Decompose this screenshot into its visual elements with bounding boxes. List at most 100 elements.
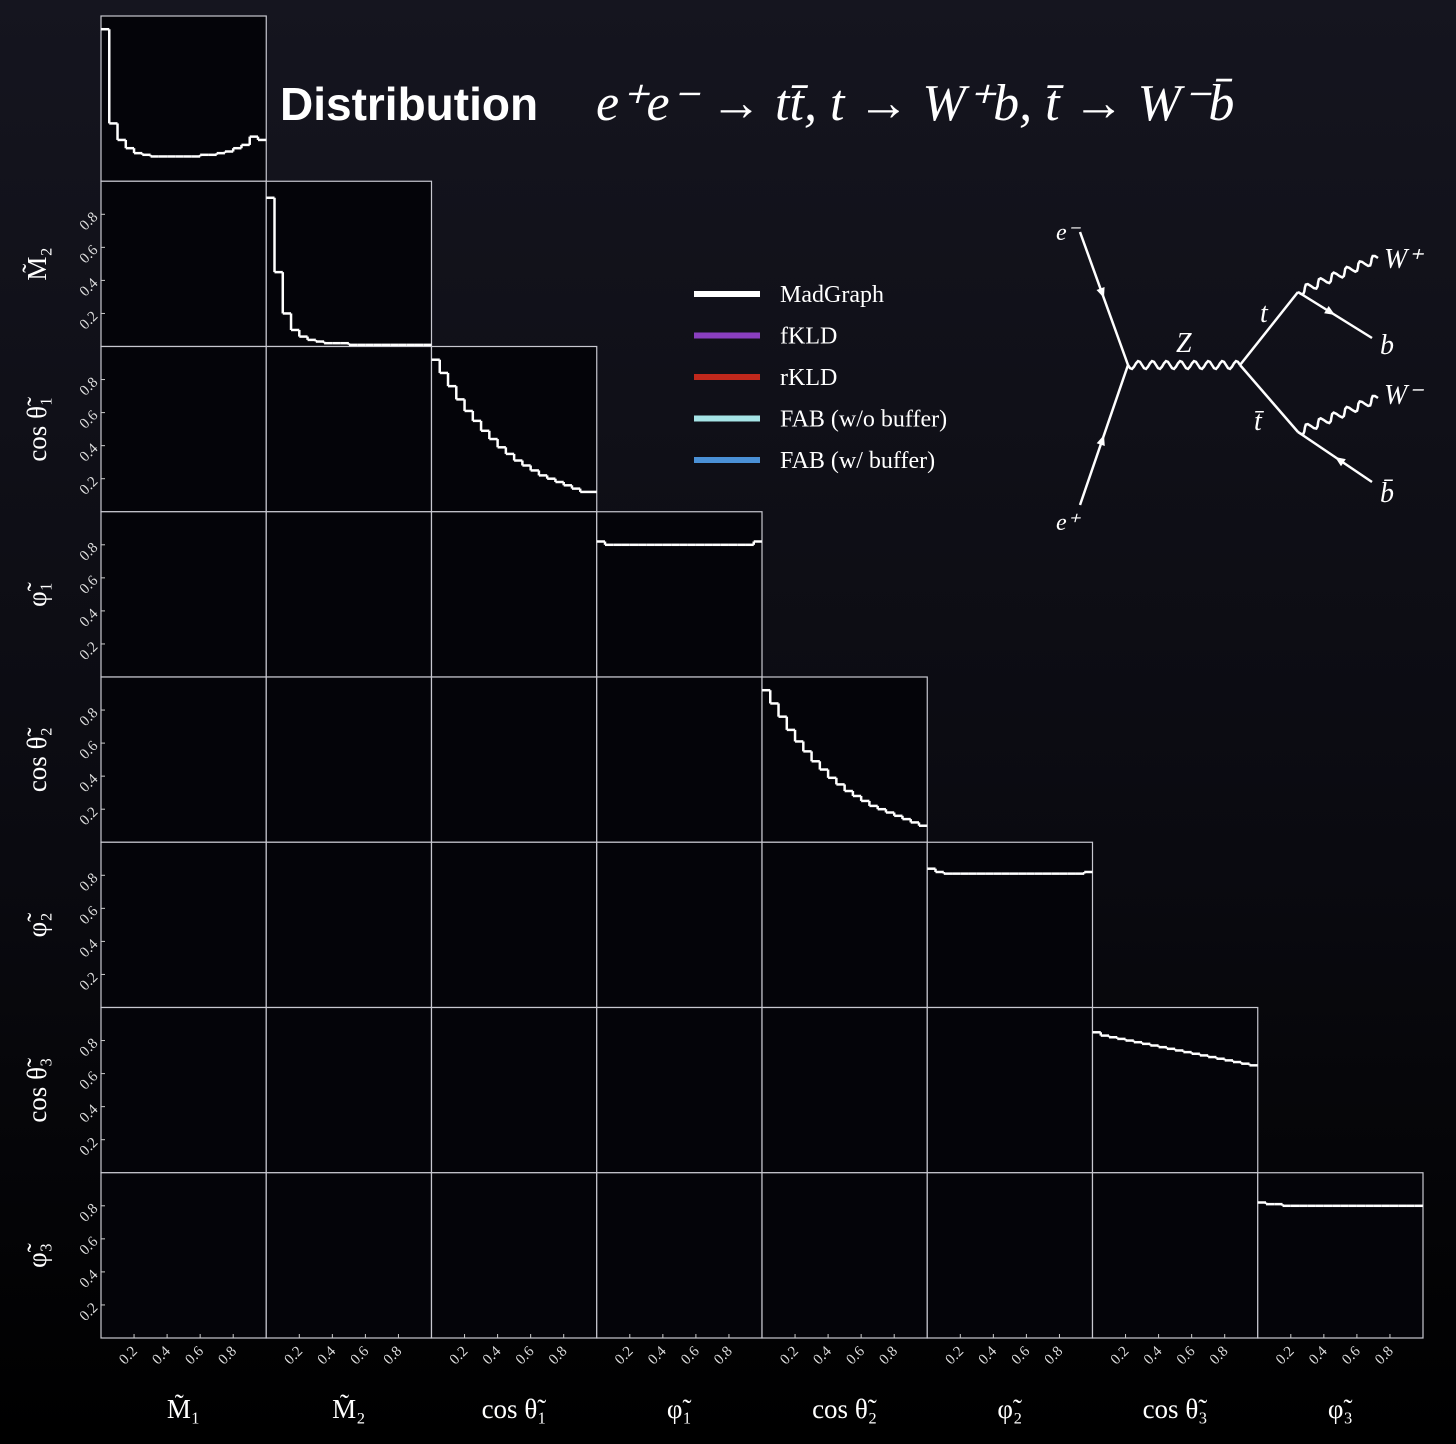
x-axis-label: cos θ̃₃ (1143, 1394, 1208, 1424)
panel (926, 1172, 1094, 1339)
x-tick-label: 0.4 (645, 1343, 670, 1368)
y-tick-label: 0.8 (77, 1036, 102, 1061)
y-axis-label: φ̃₃ (22, 1243, 52, 1268)
y-tick-label: 0.6 (77, 407, 102, 432)
x-tick-label: 0.8 (876, 1344, 901, 1369)
panel (100, 511, 267, 678)
y-tick-label: 0.8 (77, 540, 102, 565)
panel (596, 676, 763, 843)
y-axis-label: φ̃₂ (22, 912, 52, 937)
y-tick-label: 0.2 (77, 309, 102, 334)
x-tick-label: 0.8 (215, 1344, 240, 1369)
y-tick-label: 0.4 (77, 1101, 102, 1126)
chart-title-math: e⁺e⁻ → tt̄, t → W⁺b, t̄ → W⁻b̄ (596, 75, 1234, 132)
x-tick-label: 0.2 (282, 1344, 307, 1369)
boson-line (1126, 359, 1242, 371)
x-tick-label: 0.4 (315, 1343, 340, 1368)
feynman-diagram (1078, 231, 1379, 506)
panel (100, 841, 267, 1009)
y-tick-label: 0.8 (77, 375, 102, 400)
x-axis-label: φ̃₂ (997, 1394, 1022, 1424)
x-tick-label: 0.4 (810, 1343, 835, 1368)
particle-label: t (1260, 298, 1269, 329)
x-tick-label: 0.8 (1042, 1344, 1067, 1369)
arrow-head (1335, 457, 1346, 467)
y-tick-label: 0.2 (77, 1300, 102, 1325)
panel (265, 841, 433, 1009)
particle-label: b̄ (1380, 478, 1394, 509)
fermion-line (1078, 231, 1130, 366)
legend-label: fKLD (780, 324, 837, 350)
y-tick-label: 0.8 (77, 705, 102, 730)
y-tick-label: 0.4 (77, 606, 102, 631)
panel (1257, 1172, 1424, 1339)
y-tick-label: 0.6 (77, 242, 102, 267)
x-tick-label: 0.6 (182, 1343, 207, 1368)
arrow-head (1324, 306, 1335, 315)
legend-label: FAB (w/o buffer) (780, 407, 947, 433)
panel (265, 1006, 433, 1174)
y-axis-label: cos θ̃₂ (22, 727, 52, 792)
particle-label: Z (1176, 328, 1192, 359)
legend-label: MadGraph (780, 282, 884, 308)
y-tick-label: 0.6 (77, 738, 102, 763)
x-tick-label: 0.2 (1273, 1344, 1298, 1369)
y-tick-label: 0.4 (77, 936, 102, 961)
arrow-head (1096, 435, 1105, 446)
y-tick-label: 0.8 (77, 870, 102, 895)
x-tick-label: 0.2 (943, 1344, 968, 1369)
panel (1091, 1006, 1259, 1174)
x-tick-label: 0.2 (1108, 1344, 1133, 1369)
y-tick-label: 0.6 (77, 573, 102, 598)
y-tick-label: 0.8 (77, 1201, 102, 1226)
x-axis-label: φ̃₃ (1328, 1394, 1353, 1424)
legend-label: rKLD (780, 365, 837, 391)
fermion-line (1239, 291, 1299, 366)
panel (100, 345, 267, 513)
panel (761, 1172, 928, 1339)
x-axis-label: M̃₁ (167, 1394, 200, 1424)
x-tick-label: 0.8 (1372, 1344, 1397, 1369)
y-tick-label: 0.2 (77, 1135, 102, 1160)
x-tick-label: 0.8 (546, 1344, 571, 1369)
x-tick-label: 0.6 (678, 1343, 703, 1368)
x-tick-label: 0.2 (612, 1344, 637, 1369)
x-tick-label: 0.6 (513, 1343, 538, 1368)
fermion-line (1239, 364, 1299, 433)
y-tick-label: 0.4 (77, 1267, 102, 1292)
panel (100, 15, 267, 182)
panel (1091, 1172, 1259, 1339)
x-tick-label: 0.2 (777, 1344, 802, 1369)
x-axis-label: M̃₂ (332, 1394, 365, 1424)
particle-label: W⁻ (1384, 380, 1424, 411)
panel (265, 511, 433, 678)
y-tick-label: 0.4 (77, 771, 102, 796)
y-tick-label: 0.2 (77, 804, 102, 829)
x-tick-label: 0.6 (348, 1343, 373, 1368)
y-axis-label: cos θ̃₃ (22, 1058, 52, 1123)
panel (265, 1172, 433, 1339)
panel (761, 1006, 928, 1174)
x-tick-label: 0.8 (1207, 1344, 1232, 1369)
x-tick-label: 0.8 (381, 1344, 406, 1369)
panel (265, 676, 433, 843)
panel (761, 841, 928, 1009)
chart-title: Distribution (280, 78, 538, 130)
y-tick-label: 0.2 (77, 970, 102, 995)
boson-line (1297, 394, 1379, 436)
particle-label: W⁺ (1384, 244, 1424, 275)
y-tick-label: 0.2 (77, 474, 102, 499)
x-tick-label: 0.2 (447, 1344, 472, 1369)
x-axis-label: cos θ̃₁ (482, 1394, 547, 1424)
panel (100, 676, 267, 843)
arrow-head (1096, 287, 1105, 298)
panel (926, 1006, 1094, 1174)
x-tick-label: 0.6 (1174, 1343, 1199, 1368)
particle-label: e⁺ (1056, 510, 1082, 536)
panel (100, 180, 267, 348)
panel (596, 841, 763, 1009)
y-tick-label: 0.6 (77, 903, 102, 928)
panel (926, 841, 1094, 1009)
